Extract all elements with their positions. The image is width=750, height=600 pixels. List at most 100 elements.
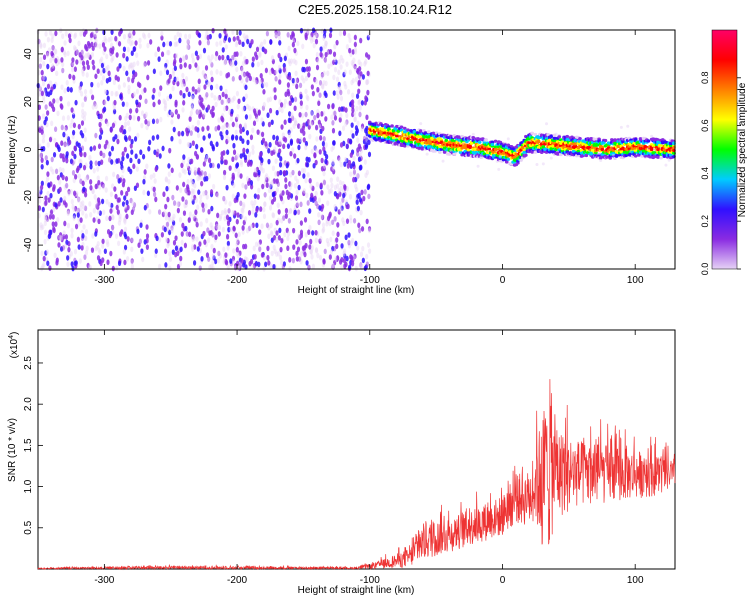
heatmap-cell [363, 159, 367, 165]
heatmap-cell [210, 92, 214, 98]
heatmap-cell [328, 254, 332, 260]
heatmap-cell [58, 186, 62, 193]
heatmap-cell [171, 216, 175, 222]
heatmap-cell [89, 32, 94, 39]
heatmap-cell [84, 45, 88, 51]
heatmap-cell [127, 84, 131, 91]
heatmap-cell [170, 167, 174, 174]
heatmap-cell [74, 50, 78, 57]
heatmap-cell [235, 39, 240, 46]
heatmap-cell [116, 174, 120, 180]
heatmap-cell [336, 94, 340, 100]
heatmap-cell [365, 114, 369, 121]
heatmap-cell [241, 182, 245, 189]
heatmap-cell [72, 45, 77, 51]
heatmap-cell [110, 57, 114, 63]
heatmap-cell [205, 217, 209, 224]
heatmap-cell [223, 208, 227, 214]
heatmap-cell [267, 187, 272, 194]
heatmap-cell [501, 158, 506, 162]
heatmap-cell [272, 263, 276, 270]
heatmap-cell [193, 244, 197, 250]
heatmap-cell [231, 121, 235, 128]
heatmap-cell [239, 51, 243, 57]
heatmap-cell [347, 239, 351, 246]
heatmap-cell [570, 142, 574, 146]
heatmap-cell [110, 214, 115, 220]
heatmap-cell [257, 187, 261, 194]
heatmap-cell [309, 183, 313, 190]
heatmap-cell [97, 143, 102, 150]
heatmap-cell [94, 231, 98, 237]
heatmap-cell [234, 154, 238, 161]
heatmap-cell [197, 32, 202, 39]
heatmap-cell [178, 138, 182, 145]
heatmap-cell [187, 141, 191, 148]
heatmap-cell [40, 184, 44, 191]
heatmap-cell [41, 113, 46, 119]
heatmap-cell [335, 183, 340, 189]
heatmap-cell [209, 162, 213, 169]
heatmap-cell [84, 176, 88, 183]
heatmap-cell [84, 52, 88, 59]
heatmap-cell [247, 180, 251, 186]
heatmap-cell [135, 166, 139, 172]
heatmap-cell [48, 265, 52, 271]
heatmap-cell [56, 144, 60, 150]
heatmap-cell [262, 206, 266, 213]
heatmap-cell [307, 229, 311, 236]
heatmap-cell [279, 102, 284, 108]
heatmap-cell [137, 102, 142, 108]
heatmap-cell [197, 84, 201, 90]
heatmap-cell [197, 87, 201, 93]
heatmap-cell [228, 201, 232, 207]
heatmap-cell [43, 220, 47, 227]
heatmap-cell [191, 124, 195, 131]
heatmap-cell [113, 186, 117, 192]
heatmap-cell [148, 139, 152, 146]
heatmap-cell [159, 116, 163, 123]
heatmap-cell [399, 125, 404, 129]
heatmap-cell [37, 205, 42, 211]
heatmap-cell [354, 130, 359, 136]
colorbar-gradient [711, 29, 738, 270]
heatmap-cell [81, 132, 85, 139]
heatmap-cell [63, 40, 67, 46]
heatmap-cell [53, 48, 57, 54]
heatmap-cell [264, 67, 268, 74]
heatmap-cell [110, 42, 114, 48]
heatmap-cell [221, 226, 225, 233]
heatmap-cell [258, 229, 262, 235]
heatmap-cell [168, 40, 173, 47]
heatmap-cell [348, 69, 352, 76]
heatmap-cell [73, 32, 78, 38]
heatmap-cell [196, 119, 200, 126]
heatmap-cell [49, 80, 53, 86]
heatmap-cell [365, 218, 369, 225]
heatmap-cell [270, 119, 274, 126]
heatmap-cell [105, 89, 109, 96]
heatmap-cell [173, 34, 177, 41]
heatmap-cell [554, 132, 558, 136]
heatmap-cell [186, 189, 190, 196]
heatmap-cell [364, 144, 368, 150]
heatmap-cell [317, 219, 321, 226]
heatmap-cell [359, 262, 363, 269]
heatmap-cell [307, 124, 311, 130]
heatmap-cell [314, 237, 318, 244]
heatmap-cell [111, 224, 115, 231]
heatmap-cell [246, 154, 251, 161]
heatmap-cell [126, 38, 131, 44]
heatmap-cell [343, 184, 347, 190]
heatmap-cell [356, 173, 360, 179]
heatmap-cell [215, 191, 219, 197]
heatmap-cell [65, 79, 69, 86]
heatmap-cell [247, 151, 252, 157]
heatmap-cell [557, 135, 562, 139]
heatmap-cell [322, 178, 326, 185]
heatmap-cell [140, 122, 144, 129]
heatmap-cell [519, 158, 523, 162]
heatmap-cell [520, 146, 525, 150]
heatmap-cell [167, 163, 171, 169]
heatmap-cell [48, 136, 53, 143]
